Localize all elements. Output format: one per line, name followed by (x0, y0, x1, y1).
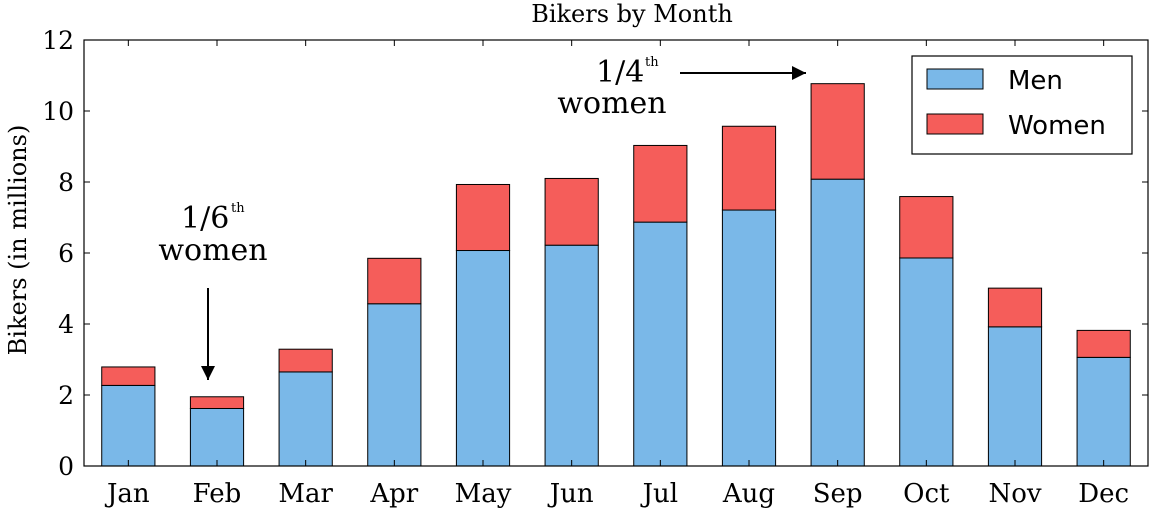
bar-women-oct (899, 196, 954, 259)
annotation-sep-superscript: th (645, 55, 659, 70)
x-ticks-layer: Jan Feb Mar Apr May Jun Jul Aug Sep Oct Nov Dec (104, 40, 1129, 509)
x-tick-label: Dec (1078, 479, 1129, 509)
y-axis-label: Bikers (in millions) (4, 125, 32, 356)
y-tick-label: 4 (58, 310, 74, 339)
y-tick-label: 12 (42, 26, 74, 55)
legend-label-women: Women (1008, 111, 1106, 141)
bar-women-jan (101, 366, 156, 386)
y-tick-label: 10 (42, 97, 74, 126)
x-tick-label: Jul (640, 479, 678, 509)
annotation-feb-women: women (158, 233, 267, 268)
plot-area-frame (83, 39, 1149, 467)
bar-women-aug (721, 125, 777, 211)
bar-women-nov (987, 287, 1043, 328)
x-tick-label: Apr (369, 479, 418, 509)
bar-men-jan (101, 384, 156, 467)
annotation-sep-women: women (557, 86, 666, 121)
bar-men-apr (367, 303, 422, 467)
bar-men-sep (810, 178, 865, 467)
bar-women-may (455, 183, 511, 252)
x-tick-label: May (455, 479, 512, 509)
annotation-sep-fraction: 1/4 (596, 55, 644, 90)
chart-title: Bikers by Month (531, 0, 733, 28)
bar-men-nov (987, 326, 1043, 467)
bar-men-dec (1076, 356, 1131, 467)
y-tick-label: 0 (58, 452, 74, 481)
bar-men-aug (721, 209, 777, 467)
annotation-sep: 1/4 th women (557, 55, 806, 121)
legend-swatch-men (926, 68, 984, 90)
x-tick-label: Jun (547, 479, 594, 509)
x-tick-label: Oct (903, 479, 950, 509)
y-tick-label: 8 (58, 168, 74, 197)
bar-women-jun (544, 177, 599, 246)
annotation-feb-superscript: th (231, 201, 245, 216)
x-tick-label: Nov (988, 479, 1041, 509)
bar-men-may (455, 250, 511, 467)
bar-women-mar (278, 348, 333, 373)
legend-swatch-women (926, 113, 984, 135)
x-tick-label: Feb (193, 479, 242, 509)
legend: Men Women (911, 55, 1133, 155)
bar-women-jul (633, 144, 688, 223)
bar-men-mar (278, 371, 333, 467)
bars-layer (101, 83, 1131, 467)
x-tick-label: Mar (278, 479, 333, 509)
bar-men-feb (189, 407, 245, 467)
bar-men-jul (633, 221, 688, 467)
bar-women-feb (189, 396, 245, 409)
x-tick-label: Jan (104, 479, 150, 509)
x-tick-label: Aug (722, 479, 775, 509)
y-tick-label: 2 (58, 381, 74, 410)
bar-men-oct (899, 257, 954, 467)
annotation-feb: 1/6 th women (158, 201, 268, 380)
bar-women-apr (367, 257, 422, 305)
legend-label-men: Men (1008, 66, 1063, 96)
bar-women-dec (1076, 329, 1131, 358)
x-tick-label: Sep (813, 479, 863, 509)
y-tick-label: 6 (58, 239, 74, 268)
annotation-feb-fraction: 1/6 (181, 201, 229, 236)
bar-men-jun (544, 244, 599, 467)
bar-women-sep (810, 83, 865, 180)
